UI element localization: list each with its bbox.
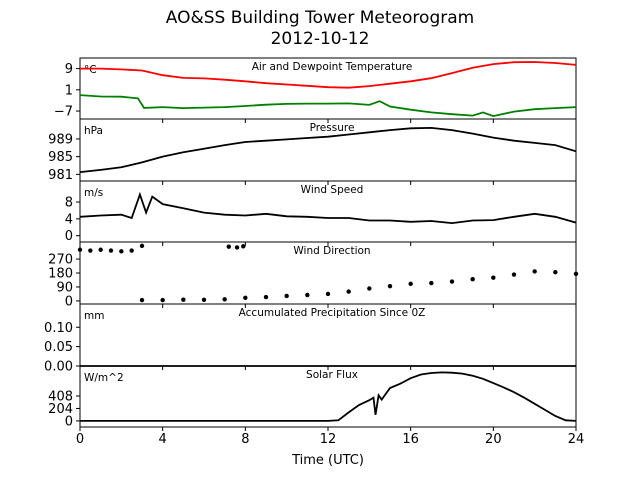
x-tick-label: 24 <box>568 432 585 447</box>
wind-direction-point <box>234 245 240 250</box>
wind-direction-point <box>325 291 331 297</box>
y-tick-label: 408 <box>48 390 73 405</box>
y-tick-label: 989 <box>48 132 73 147</box>
wind-speed-panel-title: Wind Speed <box>301 184 364 196</box>
y-tick-label: 270 <box>48 253 73 268</box>
wind-direction-point <box>346 289 351 294</box>
y-tick-label: 985 <box>48 150 73 165</box>
wind-direction-point <box>470 277 475 282</box>
y-tick-label: −7 <box>54 105 73 120</box>
y-tick-label: 0.10 <box>44 321 73 336</box>
wind-direction-point <box>573 271 579 276</box>
temperature-panel-title: Air and Dewpoint Temperature <box>252 61 413 73</box>
y-tick-label: 0.00 <box>44 360 73 375</box>
wind-direction-point <box>284 293 289 299</box>
wind-direction-point <box>108 248 114 253</box>
precipitation-unit-label: mm <box>84 310 104 322</box>
wind-direction-point <box>491 275 496 280</box>
wind-direction-point <box>243 295 248 300</box>
precipitation-panel: Accumulated Precipitation Since 0Z mm 0.… <box>44 303 577 375</box>
wind-direction-point <box>532 269 537 274</box>
y-tick-label: 8 <box>65 196 73 211</box>
y-tick-label: 9 <box>65 62 73 77</box>
figure-date: 2012-10-12 <box>270 29 370 49</box>
solar-flux-unit-label: W/m^2 <box>84 372 124 384</box>
wind-direction-point <box>553 270 558 275</box>
wind-speed-panel: Wind Speed m/s 84 0 <box>65 180 577 246</box>
wind-direction-point <box>222 297 227 302</box>
wind-direction-point <box>119 249 124 254</box>
y-tick-label: 0 <box>65 414 73 429</box>
wind-direction-point <box>449 279 455 284</box>
wind-direction-point <box>305 292 310 298</box>
y-tick-label: 180 <box>48 267 73 282</box>
wind-direction-point <box>98 247 103 252</box>
wind-direction-point <box>201 297 207 303</box>
series-line <box>79 126 577 173</box>
y-tick-label: 1 <box>65 83 73 98</box>
y-tick-label: 90 <box>56 280 73 295</box>
x-tick-label: 20 <box>485 432 502 447</box>
x-tick-label: 8 <box>241 432 249 447</box>
x-tick-label: 16 <box>402 432 419 447</box>
wind-direction-point <box>88 248 93 253</box>
wind-direction-point <box>129 248 134 253</box>
precipitation-panel-title: Accumulated Precipitation Since 0Z <box>239 307 426 319</box>
series-line <box>79 191 577 225</box>
wind-direction-panel-title: Wind Direction <box>293 245 370 257</box>
y-tick-label: 0 <box>65 294 73 309</box>
solar-flux-panel-title: Solar Flux <box>306 369 358 381</box>
pressure-panel: Pressure hPa 989 985 981 <box>48 118 577 185</box>
x-axis-label: Time (UTC) <box>292 453 364 468</box>
wind-direction-point <box>181 297 186 302</box>
y-tick-label: 0.05 <box>44 340 73 355</box>
wind-direction-point <box>77 247 83 252</box>
wind-speed-unit-label: m/s <box>84 187 103 199</box>
wind-direction-point <box>429 280 434 286</box>
wind-direction-point <box>263 294 269 300</box>
wind-direction-point <box>241 244 246 249</box>
wind-direction-point <box>139 243 145 249</box>
wind-direction-point <box>408 281 413 287</box>
temperature-panel: Air and Dewpoint Temperature °C 9 1 −7 <box>54 57 577 123</box>
x-tick-label: 4 <box>159 432 167 447</box>
wind-direction-point <box>139 297 145 303</box>
pressure-unit-label: hPa <box>84 125 103 137</box>
wind-direction-point <box>387 283 393 289</box>
wind-direction-point <box>226 244 231 249</box>
y-tick-label: 981 <box>48 168 73 183</box>
y-tick-label: 204 <box>48 402 73 417</box>
series-line <box>80 61 577 89</box>
temperature-unit-label: °C <box>84 64 97 76</box>
wind-direction-point <box>367 286 372 291</box>
y-tick-label: 4 <box>65 212 73 227</box>
series-line <box>79 94 577 118</box>
wind-direction-point <box>160 297 165 303</box>
pressure-panel-title: Pressure <box>310 122 355 134</box>
x-tick-label: 0 <box>76 432 84 447</box>
y-tick-label: 0 <box>65 229 73 244</box>
series-line <box>80 371 577 422</box>
x-tick-label: 12 <box>320 432 337 447</box>
figure-title: AO&SS Building Tower Meteorogram <box>165 8 475 28</box>
wind-direction-point <box>511 272 517 277</box>
